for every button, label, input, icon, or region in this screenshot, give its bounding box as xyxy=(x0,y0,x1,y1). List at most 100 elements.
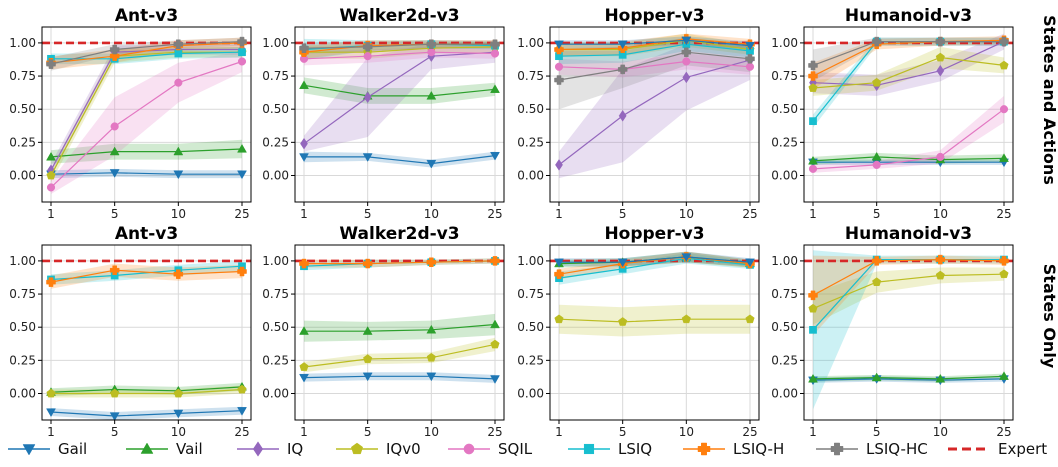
point-vail xyxy=(173,146,184,156)
point-iqv0 xyxy=(935,270,945,280)
panel-0-0: 0.00 0.25 0.50 0.75 1.00 1 5 10 25 Ant-v3 xyxy=(9,6,252,221)
x-tick-label: 25 xyxy=(234,425,249,439)
plot-area xyxy=(295,256,504,384)
y-tick-label: 0.25 xyxy=(771,135,798,149)
point-gail xyxy=(426,372,437,382)
point-vail xyxy=(808,155,818,165)
x-tick-label: 5 xyxy=(111,207,119,221)
series-line-lsiq xyxy=(558,43,751,57)
series-line-iq xyxy=(812,41,1005,86)
band-lsiqhc xyxy=(304,40,495,54)
point-lsiq xyxy=(238,48,246,57)
y-tick-label: 0.25 xyxy=(262,353,289,367)
series-line-vail xyxy=(50,386,243,393)
x-tick-label: 10 xyxy=(171,425,186,439)
y-tick-label: 0.50 xyxy=(262,102,289,116)
point-lsiqhc xyxy=(871,36,882,47)
y-tick-label: 1.00 xyxy=(262,36,289,50)
point-iqv0 xyxy=(999,269,1009,279)
point-vail xyxy=(490,319,500,329)
y-tick-label: 0.50 xyxy=(771,320,798,334)
panel-1-3: 0.00 0.25 0.50 0.75 1.00 1 5 10 25 Humanoid-v3 xyxy=(771,224,1014,439)
y-tick-label: 0.00 xyxy=(771,168,798,182)
point-gail xyxy=(46,408,56,418)
band-lsiqh xyxy=(51,37,242,70)
point-sqil xyxy=(490,49,500,58)
x-tick-label: 25 xyxy=(487,207,502,221)
series-line-gail xyxy=(50,410,243,417)
point-vail xyxy=(109,146,120,156)
plot-area xyxy=(295,38,504,169)
legend-label: LSIQ-H xyxy=(733,440,784,458)
point-gail xyxy=(299,373,309,383)
point-iq xyxy=(300,137,308,150)
x-tick-label: 25 xyxy=(487,425,502,439)
series-line-vail xyxy=(50,148,243,158)
panel-title: Ant-v3 xyxy=(115,6,178,26)
point-lsiqh xyxy=(808,290,818,301)
series-line-lsiqhc xyxy=(558,51,751,81)
x-tick-label: 10 xyxy=(424,425,439,439)
series-line-lsiqhc xyxy=(812,40,1004,66)
panel-title: Walker2d-v3 xyxy=(339,224,459,244)
series-line-iqv0 xyxy=(304,46,496,53)
panel-title: Humanoid-v3 xyxy=(845,6,972,26)
row-label-states-actions: States and Actions xyxy=(1040,15,1058,185)
legend-item-gail: Gail xyxy=(8,440,87,458)
point-lsiq xyxy=(809,325,817,334)
point-sqil xyxy=(999,105,1009,114)
panels-layer: 0.00 0.25 0.50 0.75 1.00 1 5 10 25 Ant-v3 0.00 0.25… xyxy=(9,6,1014,439)
band-sqil xyxy=(813,95,1004,173)
x-tick-label: 5 xyxy=(111,425,119,439)
y-tick-label: 0.00 xyxy=(9,386,36,400)
point-vail xyxy=(490,84,500,93)
point-lsiqhc xyxy=(617,64,628,75)
series-line-lsiqh xyxy=(50,42,243,64)
band-iq xyxy=(813,33,1004,96)
band-lsiqhc xyxy=(559,38,750,110)
point-lsiqh xyxy=(362,258,373,269)
x-tick-label: 5 xyxy=(873,207,881,221)
axes-frame xyxy=(41,26,252,203)
legend-label: IQv0 xyxy=(386,440,421,458)
point-gail xyxy=(745,41,755,51)
plot-area xyxy=(42,36,251,195)
x-tick-label: 5 xyxy=(364,425,372,439)
point-iqv0 xyxy=(46,170,56,180)
band-lsiq xyxy=(813,37,1004,128)
series-line-iq xyxy=(558,59,751,166)
band-gail xyxy=(51,406,242,420)
point-sqil xyxy=(745,62,755,71)
plot-area xyxy=(804,250,1013,410)
band-lsiqh xyxy=(813,255,1004,336)
point-lsiqhc xyxy=(173,39,184,49)
series-line-lsiq xyxy=(50,265,243,281)
band-iq xyxy=(304,41,495,152)
legend-item-vail: Vail xyxy=(126,440,203,458)
point-vail xyxy=(999,153,1009,162)
point-gail xyxy=(554,40,564,50)
series-line-vail xyxy=(812,156,1005,162)
legend-item-expert: Expert xyxy=(948,440,1047,458)
y-tick-label: 0.00 xyxy=(9,168,36,182)
panel-1-1: 0.00 0.25 0.50 0.75 1.00 1 5 10 25 Walker2d-v3 xyxy=(262,224,505,439)
y-tick-label: 0.75 xyxy=(262,69,289,83)
series-line-lsiqh xyxy=(558,256,751,275)
point-gail xyxy=(362,372,373,382)
series-line-lsiqh xyxy=(558,38,751,51)
point-gail xyxy=(173,409,184,419)
point-lsiqhc xyxy=(999,36,1009,47)
point-iq xyxy=(682,71,691,84)
grid xyxy=(550,245,759,420)
y-tick-label: 0.50 xyxy=(517,102,544,116)
panel-title: Hopper-v3 xyxy=(604,6,704,26)
point-iqv0 xyxy=(681,314,691,324)
point-lsiqh xyxy=(935,254,946,265)
band-vail xyxy=(304,77,495,104)
legend-label: Expert xyxy=(998,440,1047,458)
point-iqv0 xyxy=(237,384,247,394)
panel-0-1: 0.00 0.25 0.50 0.75 1.00 1 5 10 25 Walker2d-v3 xyxy=(262,6,505,221)
y-tick-label: 0.50 xyxy=(517,320,544,334)
plot-area xyxy=(550,251,759,337)
